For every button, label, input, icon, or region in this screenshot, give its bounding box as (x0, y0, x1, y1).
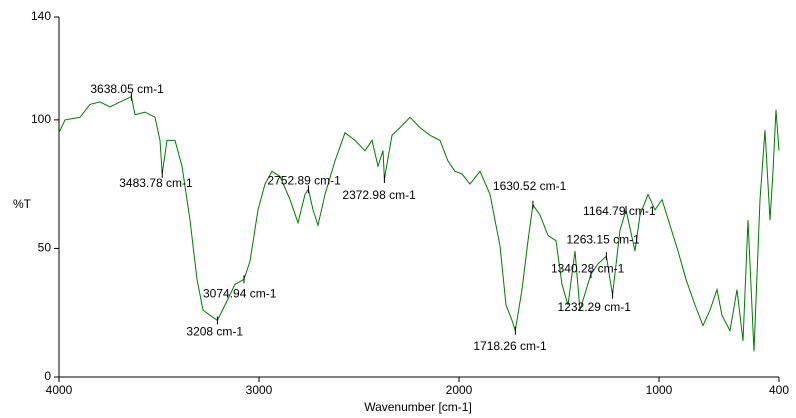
x-axis-label: Wavenumber [cm-1] (364, 400, 472, 414)
peak-label: 2752.89 cm-1 (267, 173, 341, 187)
y-tick-label: 100 (31, 112, 51, 126)
x-tick-label: 400 (769, 383, 789, 397)
y-tick-label: 0 (44, 369, 51, 383)
spectrum-line (58, 95, 780, 352)
peak-label: 3074.94 cm-1 (203, 286, 277, 300)
peak-label: 3208 cm-1 (186, 325, 243, 339)
y-tick-label: 140 (31, 9, 51, 23)
x-tick-label: 2000 (446, 383, 473, 397)
peak-label: 1232.29 cm-1 (558, 300, 632, 314)
x-tick-label: 3000 (246, 383, 273, 397)
peak-label: 2372.98 cm-1 (342, 188, 416, 202)
y-tick-label: 50 (38, 241, 52, 255)
peak-label: 1164.79 cm-1 (583, 204, 656, 218)
x-tick-label: 4000 (46, 383, 73, 397)
peak-label: 1340.28 cm-1 (551, 261, 625, 275)
y-axis-label: %T (13, 197, 32, 211)
peak-label: 1630.52 cm-1 (493, 179, 567, 193)
peak-label: 3483.78 cm-1 (119, 176, 193, 190)
peak-label: 3638.05 cm-1 (90, 82, 164, 96)
x-tick-label: 1000 (646, 383, 673, 397)
peak-label: 1718.26 cm-1 (473, 339, 547, 353)
peak-label: 1263.15 cm-1 (566, 232, 640, 246)
